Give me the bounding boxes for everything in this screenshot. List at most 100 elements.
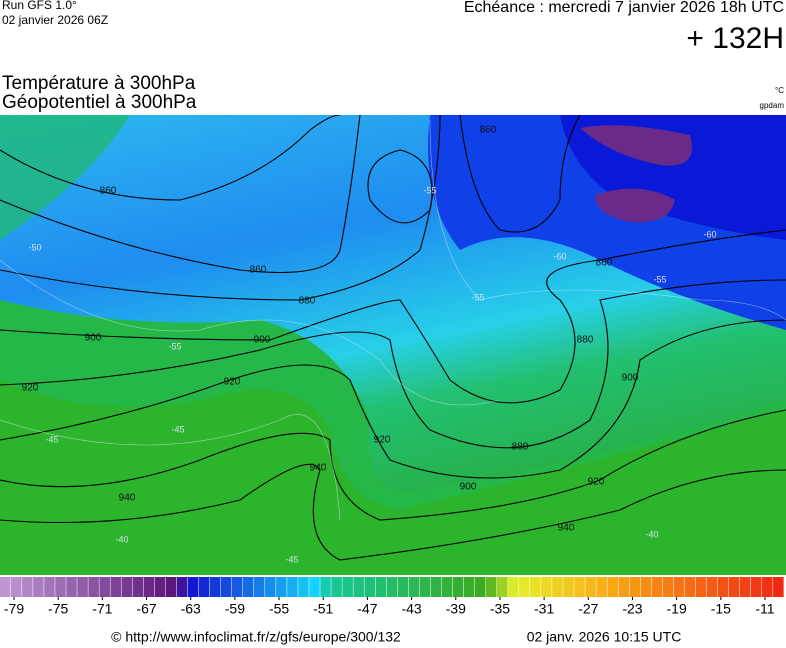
colorbar-tick-label: -55 [269, 601, 289, 617]
colorbar-swatch [629, 577, 641, 597]
colorbar-swatch [739, 577, 751, 597]
colorbar-swatch [574, 577, 585, 597]
colorbar-swatch [143, 577, 155, 597]
colorbar-swatch [220, 577, 232, 597]
colorbar-swatch [364, 577, 375, 597]
geopotential-label: 880 [577, 335, 594, 346]
geopotential-label: 900 [460, 482, 477, 493]
geopotential-label: 880 [512, 442, 529, 453]
geopotential-label: 920 [374, 435, 391, 446]
temperature-label: -55 [423, 185, 436, 195]
colorbar-swatch [55, 577, 66, 597]
colorbar-swatch [651, 577, 663, 597]
temperature-label: -55 [653, 274, 666, 284]
colorbar-swatch [309, 577, 320, 597]
colorbar-swatch [254, 577, 265, 597]
colorbar-swatch [519, 577, 530, 597]
title-temperature: Température à 300hPa [2, 73, 196, 94]
colorbar-swatch [773, 577, 784, 597]
colorbar-tick-label: -15 [711, 601, 731, 617]
geopotential-label: 860 [250, 265, 267, 276]
colorbar-swatch [209, 577, 221, 597]
temp-field [580, 125, 692, 166]
colorbar-swatch [287, 577, 298, 597]
colorbar-swatch [563, 577, 574, 597]
colorbar-swatch [88, 577, 99, 597]
colorbar-tick-label: -51 [313, 601, 333, 617]
valid-time: Echéance : mercredi 7 janvier 2026 18h U… [464, 0, 784, 16]
colorbar-tick-label: -63 [181, 601, 201, 617]
geopotential-label: 940 [310, 463, 327, 474]
colorbar-swatch [0, 577, 11, 597]
colorbar-swatch [640, 577, 652, 597]
temperature-label: -60 [703, 229, 716, 239]
colorbar-swatch [165, 577, 177, 597]
colorbar-swatch [231, 577, 243, 597]
colorbar-swatch [198, 577, 210, 597]
colorbar-swatch [331, 577, 342, 597]
temperature-label: -45 [45, 434, 58, 444]
geopotential-contours [0, 115, 786, 561]
colorbar-swatch [684, 577, 696, 597]
colorbar-swatch [353, 577, 364, 597]
colorbar-swatch [474, 577, 486, 597]
geopotential-label: 900 [85, 333, 102, 344]
colorbar-swatch [187, 577, 199, 597]
colorbar-swatch [121, 577, 133, 597]
geopotential-label: 920 [588, 477, 605, 488]
colorbar-swatch [320, 577, 331, 597]
temperature-label: -60 [553, 251, 566, 261]
colorbar-tick-label: -79 [4, 601, 24, 617]
colorbar-tick-label: -11 [755, 601, 774, 617]
colorbar-swatch [276, 577, 287, 597]
colorbar-swatch [585, 577, 596, 597]
colorbar-swatch [110, 577, 121, 597]
colorbar-tick-label: -43 [401, 601, 421, 617]
colorbar-swatch [673, 577, 685, 597]
colorbar-swatch [496, 577, 508, 597]
colorbar-swatch [33, 577, 44, 597]
colorbar-swatch [728, 577, 740, 597]
colorbar-tick-label: -23 [622, 601, 642, 617]
colorbar-swatch [342, 577, 353, 597]
colorbar-swatch [751, 577, 762, 597]
colorbar: -79 -75 -71 -67 -63 -59 -55 -51 -47 -43 -39 -35 -31 -… [0, 577, 784, 617]
colorbar-swatch [430, 577, 442, 597]
colorbar-swatch [452, 577, 464, 597]
colorbar-swatch [77, 577, 88, 597]
geopotential-label: 860 [596, 258, 613, 269]
colorbar-swatch [176, 577, 188, 597]
geopotential-label: 860 [480, 125, 497, 136]
temperature-label: -55 [168, 341, 181, 351]
colorbar-swatch [408, 577, 420, 597]
temp-field [0, 380, 786, 575]
colorbar-swatch [485, 577, 497, 597]
colorbar-swatch [508, 577, 519, 597]
temperature-label: -55 [471, 292, 484, 302]
colorbar-swatch [695, 577, 707, 597]
geopotential-label: 940 [558, 523, 575, 534]
colorbar-tick-label: -39 [446, 601, 466, 617]
colorbar-swatch [419, 577, 431, 597]
lead-time: + 132H [686, 22, 784, 55]
colorbar-swatch [463, 577, 475, 597]
colorbar-swatch [132, 577, 144, 597]
colorbar-swatch [66, 577, 77, 597]
colorbar-tick-label: -27 [578, 601, 598, 617]
geopotential-label: 920 [224, 377, 241, 388]
colorbar-swatch [618, 577, 630, 597]
geopotential-label: 900 [622, 373, 639, 384]
temperature-label: -45 [171, 424, 184, 434]
temperature-label: -45 [285, 554, 298, 564]
colorbar-swatch [242, 577, 254, 597]
colorbar-swatch [596, 577, 607, 597]
geopotential-label: 860 [100, 186, 117, 197]
colorbar-swatch [706, 577, 718, 597]
colorbar-swatch [44, 577, 55, 597]
colorbar-tick-label: -47 [357, 601, 377, 617]
run-label: Run GFS 1.0° [2, 0, 77, 12]
geopotential-label: 920 [22, 383, 39, 394]
temperature-contours [0, 119, 786, 521]
colorbar-swatch [265, 577, 276, 597]
